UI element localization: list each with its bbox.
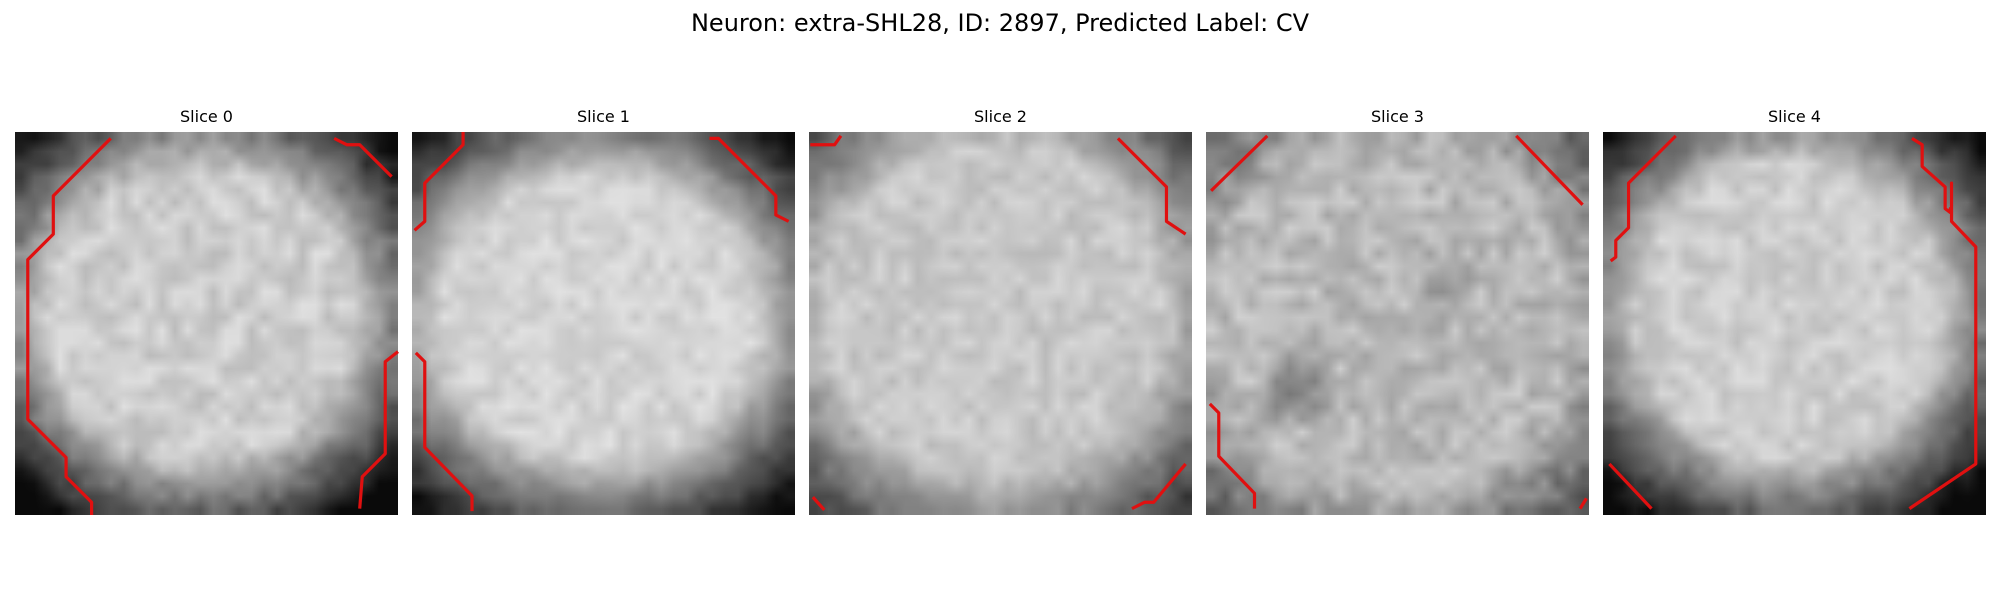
slice-image-3 (1206, 132, 1589, 515)
slice-title-4: Slice 4 (1768, 107, 1821, 126)
slice-image-2 (809, 132, 1192, 515)
slice-title-1: Slice 1 (577, 107, 630, 126)
slice-image-4 (1603, 132, 1986, 515)
slice-panel-1: Slice 1 (412, 107, 795, 515)
slice-panel-4: Slice 4 (1603, 107, 1986, 515)
slice-image-0 (15, 132, 398, 515)
slice-panel-2: Slice 2 (809, 107, 1192, 515)
slice-title-2: Slice 2 (974, 107, 1027, 126)
slice-panel-0: Slice 0 (15, 107, 399, 515)
slice-title-3: Slice 3 (1371, 107, 1424, 126)
figure-title: Neuron: extra-SHL28, ID: 2897, Predicted… (690, 9, 1310, 37)
slice-panel-3: Slice 3 (1206, 107, 1589, 515)
slice-image-1 (412, 132, 795, 515)
slice-title-0: Slice 0 (180, 107, 233, 126)
